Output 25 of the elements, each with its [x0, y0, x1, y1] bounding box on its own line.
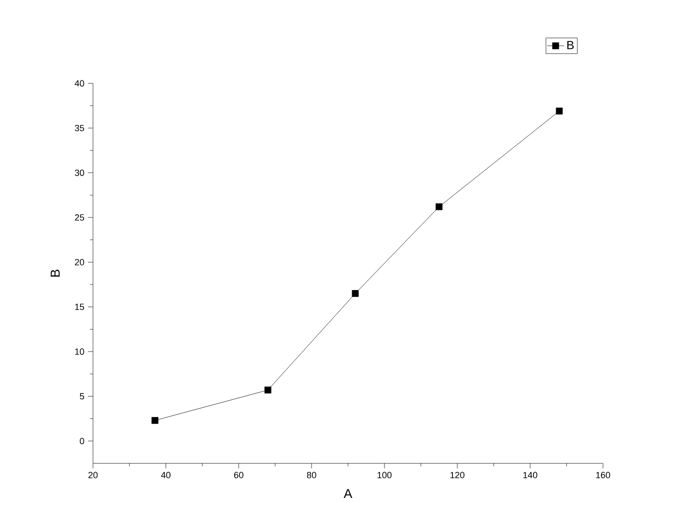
- y-tick-label: 5: [80, 393, 84, 400]
- x-tick-label: 100: [378, 472, 392, 478]
- y-tick-label: 20: [74, 258, 84, 266]
- y-axis-title: B: [50, 270, 60, 277]
- y-tick-label: 25: [74, 214, 84, 221]
- y-tick-label: 30: [74, 170, 84, 176]
- point: [556, 108, 563, 114]
- x-tick-label: 120: [450, 472, 464, 478]
- x-tick-label: 20: [88, 472, 98, 478]
- y-tick-label: 10: [75, 348, 84, 355]
- x-tick-label: 60: [234, 472, 244, 478]
- x-tick-label: 80: [306, 472, 316, 478]
- x-tick-label: 160: [596, 472, 610, 478]
- x-axis-title: A: [344, 489, 352, 498]
- point: [352, 290, 359, 297]
- point: [152, 417, 158, 424]
- point: [264, 386, 272, 394]
- y-tick-label: 15: [75, 304, 84, 310]
- legend-label: B: [567, 40, 574, 50]
- x-tick-label: 40: [161, 472, 170, 478]
- x-tick-label: 140: [523, 472, 538, 478]
- point: [436, 203, 442, 210]
- y-tick-label: 0: [80, 438, 84, 444]
- y-tick-label: 35: [74, 124, 84, 132]
- y-tick-label: 40: [74, 80, 84, 87]
